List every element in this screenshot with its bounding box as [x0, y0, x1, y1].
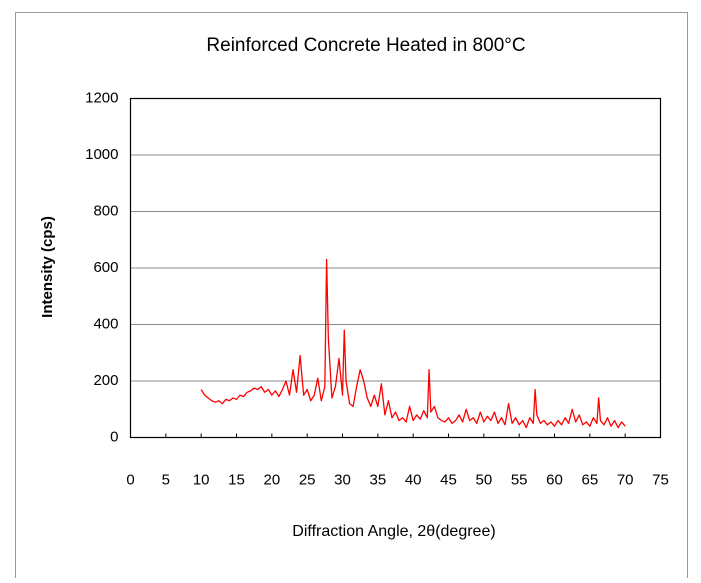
y-tick-label: 800: [93, 202, 118, 219]
chart-title: Reinforced Concrete Heated in 800°C: [206, 35, 525, 56]
x-tick-label: 10: [193, 471, 210, 488]
x-tick-label: 75: [652, 471, 669, 488]
x-tick-label: 30: [334, 471, 351, 488]
data-line: [200, 258, 626, 429]
plot-marks: [200, 258, 626, 429]
y-tick-label: 1200: [85, 89, 118, 106]
grid: 0 200 400 600 800 1000 1200 0 5 10 15 20 25 30 35 40 45 5…: [85, 89, 669, 488]
x-tick-label: 60: [546, 471, 563, 488]
plot-border: [129, 97, 662, 439]
x-tick-label: 15: [228, 471, 245, 488]
y-tick-label: 1000: [85, 146, 118, 163]
x-tick-label: 25: [299, 471, 316, 488]
x-tick-label: 20: [263, 471, 280, 488]
x-tick-label: 65: [581, 471, 598, 488]
x-tick-label: 40: [405, 471, 422, 488]
x-tick-label: 35: [369, 471, 386, 488]
x-tick-label: 50: [475, 471, 492, 488]
x-tick-label: 0: [126, 471, 134, 488]
y-tick-label: 0: [110, 428, 118, 445]
y-tick-label: 600: [93, 259, 118, 276]
x-tick-label: 70: [617, 471, 634, 488]
y-tick-label: 200: [93, 372, 118, 389]
x-tick-label: 5: [162, 471, 170, 488]
x-tick-label: 45: [440, 471, 457, 488]
y-axis-label: Intensity (cps): [39, 216, 56, 318]
y-tick-label: 400: [93, 315, 118, 332]
x-axis-label: Diffraction Angle, 2θ(degree): [292, 523, 495, 540]
x-tick-label: 55: [511, 471, 528, 488]
